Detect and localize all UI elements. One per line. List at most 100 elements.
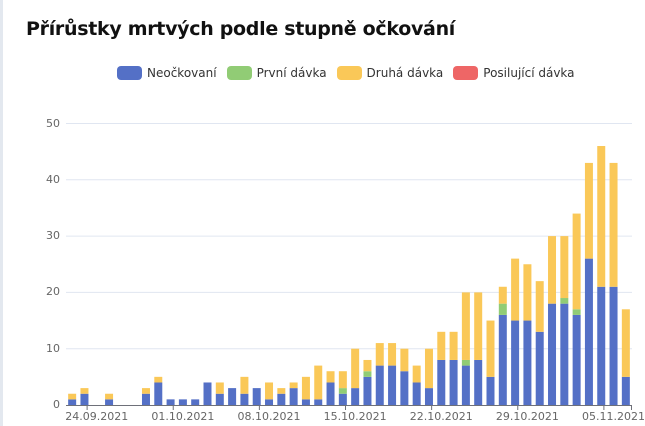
bar-segment[interactable] xyxy=(203,382,212,405)
bar-segment[interactable] xyxy=(265,399,274,405)
bar-segment[interactable] xyxy=(166,399,175,405)
y-tick-label: 20 xyxy=(46,285,60,299)
legend-item-unvaccinated[interactable]: Neočkovaní xyxy=(117,66,217,80)
bar-segment[interactable] xyxy=(461,359,470,366)
bar-segment[interactable] xyxy=(351,348,360,389)
bar-segment[interactable] xyxy=(363,359,372,372)
bar-segment[interactable] xyxy=(105,399,114,405)
bar-segment[interactable] xyxy=(314,399,323,405)
bar-segment[interactable] xyxy=(289,388,298,405)
bar-segment[interactable] xyxy=(252,388,261,405)
bar-segment[interactable] xyxy=(621,376,630,405)
bar-segment[interactable] xyxy=(326,382,335,405)
bar-segment[interactable] xyxy=(80,388,89,394)
bar-segment[interactable] xyxy=(437,359,446,405)
x-tick-label: 01.10.2021 xyxy=(151,410,215,423)
bar-segment[interactable] xyxy=(535,331,544,405)
x-tick-label: 29.10.2021 xyxy=(495,410,559,423)
bar-segment[interactable] xyxy=(572,314,581,405)
bar-segment[interactable] xyxy=(474,292,483,360)
bar-segment[interactable] xyxy=(388,365,397,405)
bar-segment[interactable] xyxy=(461,365,470,405)
bar-segment[interactable] xyxy=(486,376,495,405)
bar-segment[interactable] xyxy=(400,348,409,372)
bar-segment[interactable] xyxy=(412,365,421,383)
bar-segment[interactable] xyxy=(68,393,77,400)
legend-swatch-icon xyxy=(226,66,252,80)
bar-segment[interactable] xyxy=(363,376,372,405)
legend-item-second-dose[interactable]: Druhá dávka xyxy=(336,66,443,80)
bar-segment[interactable] xyxy=(511,320,520,405)
bar-segment[interactable] xyxy=(584,162,593,259)
bar-segment[interactable] xyxy=(80,393,89,405)
bar-segment[interactable] xyxy=(338,371,347,389)
bar-segment[interactable] xyxy=(572,213,581,310)
legend-swatch-icon xyxy=(117,66,142,80)
bar-segment[interactable] xyxy=(424,388,433,405)
legend-item-first-dose[interactable]: První dávka xyxy=(226,66,327,80)
bar-segment[interactable] xyxy=(523,264,532,321)
bar-segment[interactable] xyxy=(363,371,372,377)
bar-segment[interactable] xyxy=(154,376,163,383)
bar-segment[interactable] xyxy=(351,388,360,405)
bar-segment[interactable] xyxy=(314,365,323,400)
bar-segment[interactable] xyxy=(277,388,286,394)
bar-segment[interactable] xyxy=(400,371,409,405)
bar-segment[interactable] xyxy=(523,320,532,405)
bar-segment[interactable] xyxy=(141,388,150,394)
x-tick-label: 22.10.2021 xyxy=(409,410,473,423)
bar-segment[interactable] xyxy=(424,348,433,389)
bar-segment[interactable] xyxy=(154,382,163,405)
bar-segment[interactable] xyxy=(228,388,237,405)
bar-segment[interactable] xyxy=(277,393,286,405)
bar-segment[interactable] xyxy=(105,393,114,400)
bar-segment[interactable] xyxy=(141,393,150,405)
bar-segment[interactable] xyxy=(486,320,495,377)
bar-segment[interactable] xyxy=(548,236,557,304)
bar-segment[interactable] xyxy=(548,303,557,405)
bar-segment[interactable] xyxy=(338,393,347,405)
bar-segment[interactable] xyxy=(388,343,397,366)
bar-segment[interactable] xyxy=(597,146,606,287)
chart-legend: Neočkovaní První dávka Druhá dávka Posil… xyxy=(117,66,585,80)
bar-segment[interactable] xyxy=(326,371,335,383)
bar-segment[interactable] xyxy=(560,303,569,405)
bar-segment[interactable] xyxy=(535,281,544,332)
bar-segment[interactable] xyxy=(498,314,507,405)
legend-item-booster-dose[interactable]: Posilující dávka xyxy=(453,66,575,80)
x-tick-label: 08.10.2021 xyxy=(237,410,301,423)
bar-segment[interactable] xyxy=(240,376,249,394)
bar-segment[interactable] xyxy=(621,309,630,377)
bar-segment[interactable] xyxy=(474,359,483,405)
bar-segment[interactable] xyxy=(449,331,458,360)
bar-segment[interactable] xyxy=(560,236,569,299)
bar-segment[interactable] xyxy=(289,382,298,389)
x-tick-label: 05.11.2021 xyxy=(582,410,645,423)
bar-segment[interactable] xyxy=(338,388,347,394)
legend-swatch-icon xyxy=(453,66,479,80)
bar-segment[interactable] xyxy=(609,162,618,287)
bar-segment[interactable] xyxy=(301,399,310,405)
bar-segment[interactable] xyxy=(375,343,384,366)
bar-segment[interactable] xyxy=(412,382,421,405)
bar-segment[interactable] xyxy=(301,376,310,400)
bar-segment[interactable] xyxy=(68,399,77,405)
bar-segment[interactable] xyxy=(511,258,520,321)
bar-segment[interactable] xyxy=(265,382,274,400)
bar-segment[interactable] xyxy=(375,365,384,405)
bar-segment[interactable] xyxy=(498,303,507,315)
bar-segment[interactable] xyxy=(449,359,458,405)
bar-segment[interactable] xyxy=(437,331,446,360)
bar-segment[interactable] xyxy=(461,292,470,360)
bar-segment[interactable] xyxy=(584,258,593,405)
bar-segment[interactable] xyxy=(609,286,618,405)
bar-segment[interactable] xyxy=(597,286,606,405)
bar-segment[interactable] xyxy=(215,382,224,394)
bar-segment[interactable] xyxy=(191,399,200,405)
bar-segment[interactable] xyxy=(240,393,249,405)
bar-segment[interactable] xyxy=(178,399,187,405)
bar-segment[interactable] xyxy=(572,309,581,315)
bar-segment[interactable] xyxy=(215,393,224,405)
bar-segment[interactable] xyxy=(498,286,507,304)
bar-segment[interactable] xyxy=(560,298,569,304)
